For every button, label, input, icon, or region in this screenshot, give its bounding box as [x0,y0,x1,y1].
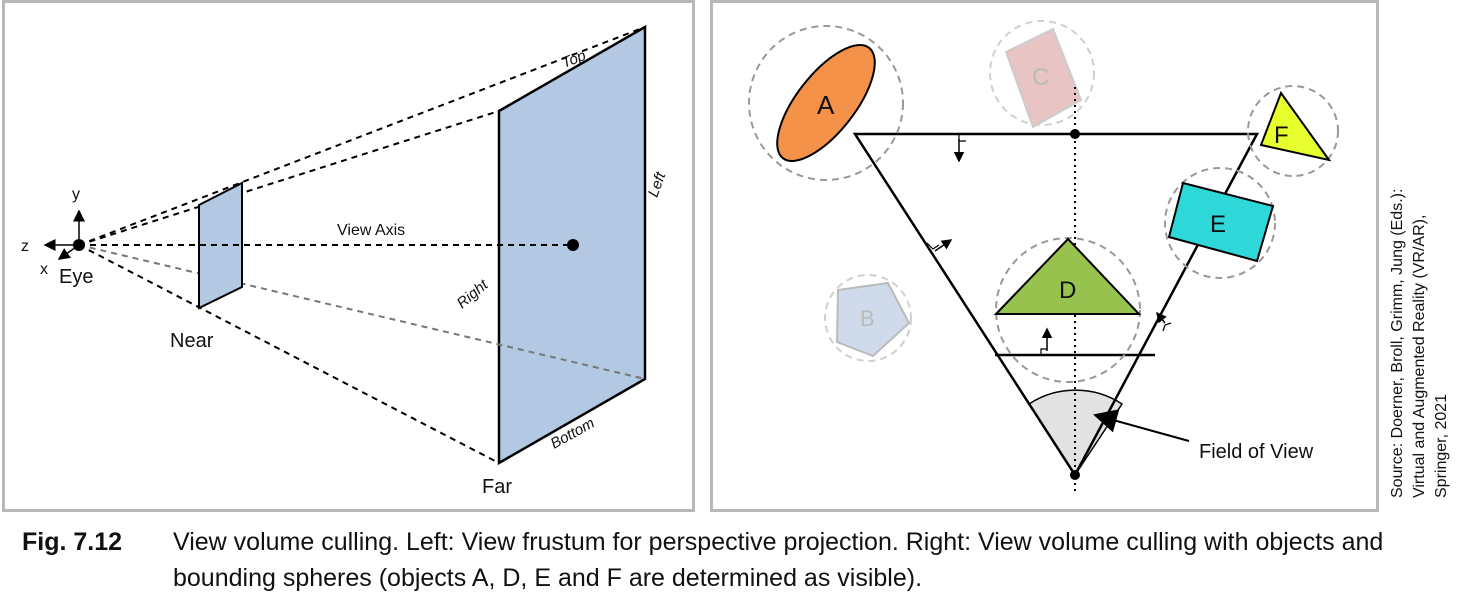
source-line-2: Virtual and Augmented Reality (VR/AR), [1411,215,1428,498]
object-b [835,281,911,358]
source-line-3: Springer, 2021 [1433,394,1450,498]
right-label: Right [454,276,492,312]
object-d-label: D [1059,277,1076,304]
bounding-sphere-a [748,25,904,181]
axis-z-label: z [21,238,29,255]
field-of-view-label: Field of View [1199,441,1314,463]
eye-label: Eye [59,266,93,288]
object-b-label: B [860,306,875,331]
far-center-point [1070,129,1080,139]
frustum-edge-hidden [78,244,646,380]
source-line-1: Source: Doerner, Broll, Grimm, Jung (Eds… [1389,189,1406,498]
right-angle-right [1162,322,1172,332]
far-plane-center [567,239,579,251]
right-angle-far [958,134,966,142]
object-f [1259,90,1332,162]
bounding-sphere-c [989,20,1095,126]
culling-diagram: C B A F E D [748,20,1339,495]
object-f-label: F [1274,122,1289,149]
frustum-edge-bottom [78,244,500,464]
frustum-panel: y z x Eye Near Far View Axis Top Left Ri… [2,0,695,512]
bounding-sphere-f [1247,85,1339,177]
frustum-edge-top [78,26,646,246]
figure-caption: Fig. 7.12 View volume culling. Left: Vie… [22,524,1452,608]
left-label: Left [645,169,670,199]
frustum-edge-left [78,110,500,246]
near-label: Near [170,330,214,352]
eye-point [73,239,85,251]
object-e-label: E [1210,211,1226,238]
view-volume [852,132,1260,478]
axis-x-label: x [40,261,48,278]
near-plane [198,181,243,310]
caption-text: View volume culling. Left: View frustum … [173,528,1384,592]
frustum-diagram: y z x Eye Near Far View Axis Top Left Ri… [21,24,670,498]
object-a [776,44,876,162]
figure-number: Fig. 7.12 [22,528,123,556]
right-angle-left [926,242,940,250]
bounding-sphere-e [1164,167,1276,279]
axis-y-label: y [72,186,80,203]
normal-right [1156,311,1167,324]
object-c-label: C [1032,64,1049,91]
eye-point-right [1070,470,1080,480]
right-angle-near [1040,348,1047,355]
object-a-label: A [817,90,835,120]
object-e [1167,181,1275,263]
source-credit: Source: Doerner, Broll, Grimm, Jung (Eds… [1389,189,1450,498]
view-axis-label: View Axis [337,222,405,239]
field-of-view-sector [1027,389,1124,477]
object-c [1004,27,1083,129]
far-label: Far [482,476,512,498]
bounding-sphere-b [824,274,912,362]
normal-left [934,239,953,252]
fov-pointer-arrow [1093,409,1190,442]
culling-panel: C B A F E D [710,0,1379,512]
object-d [993,237,1142,315]
